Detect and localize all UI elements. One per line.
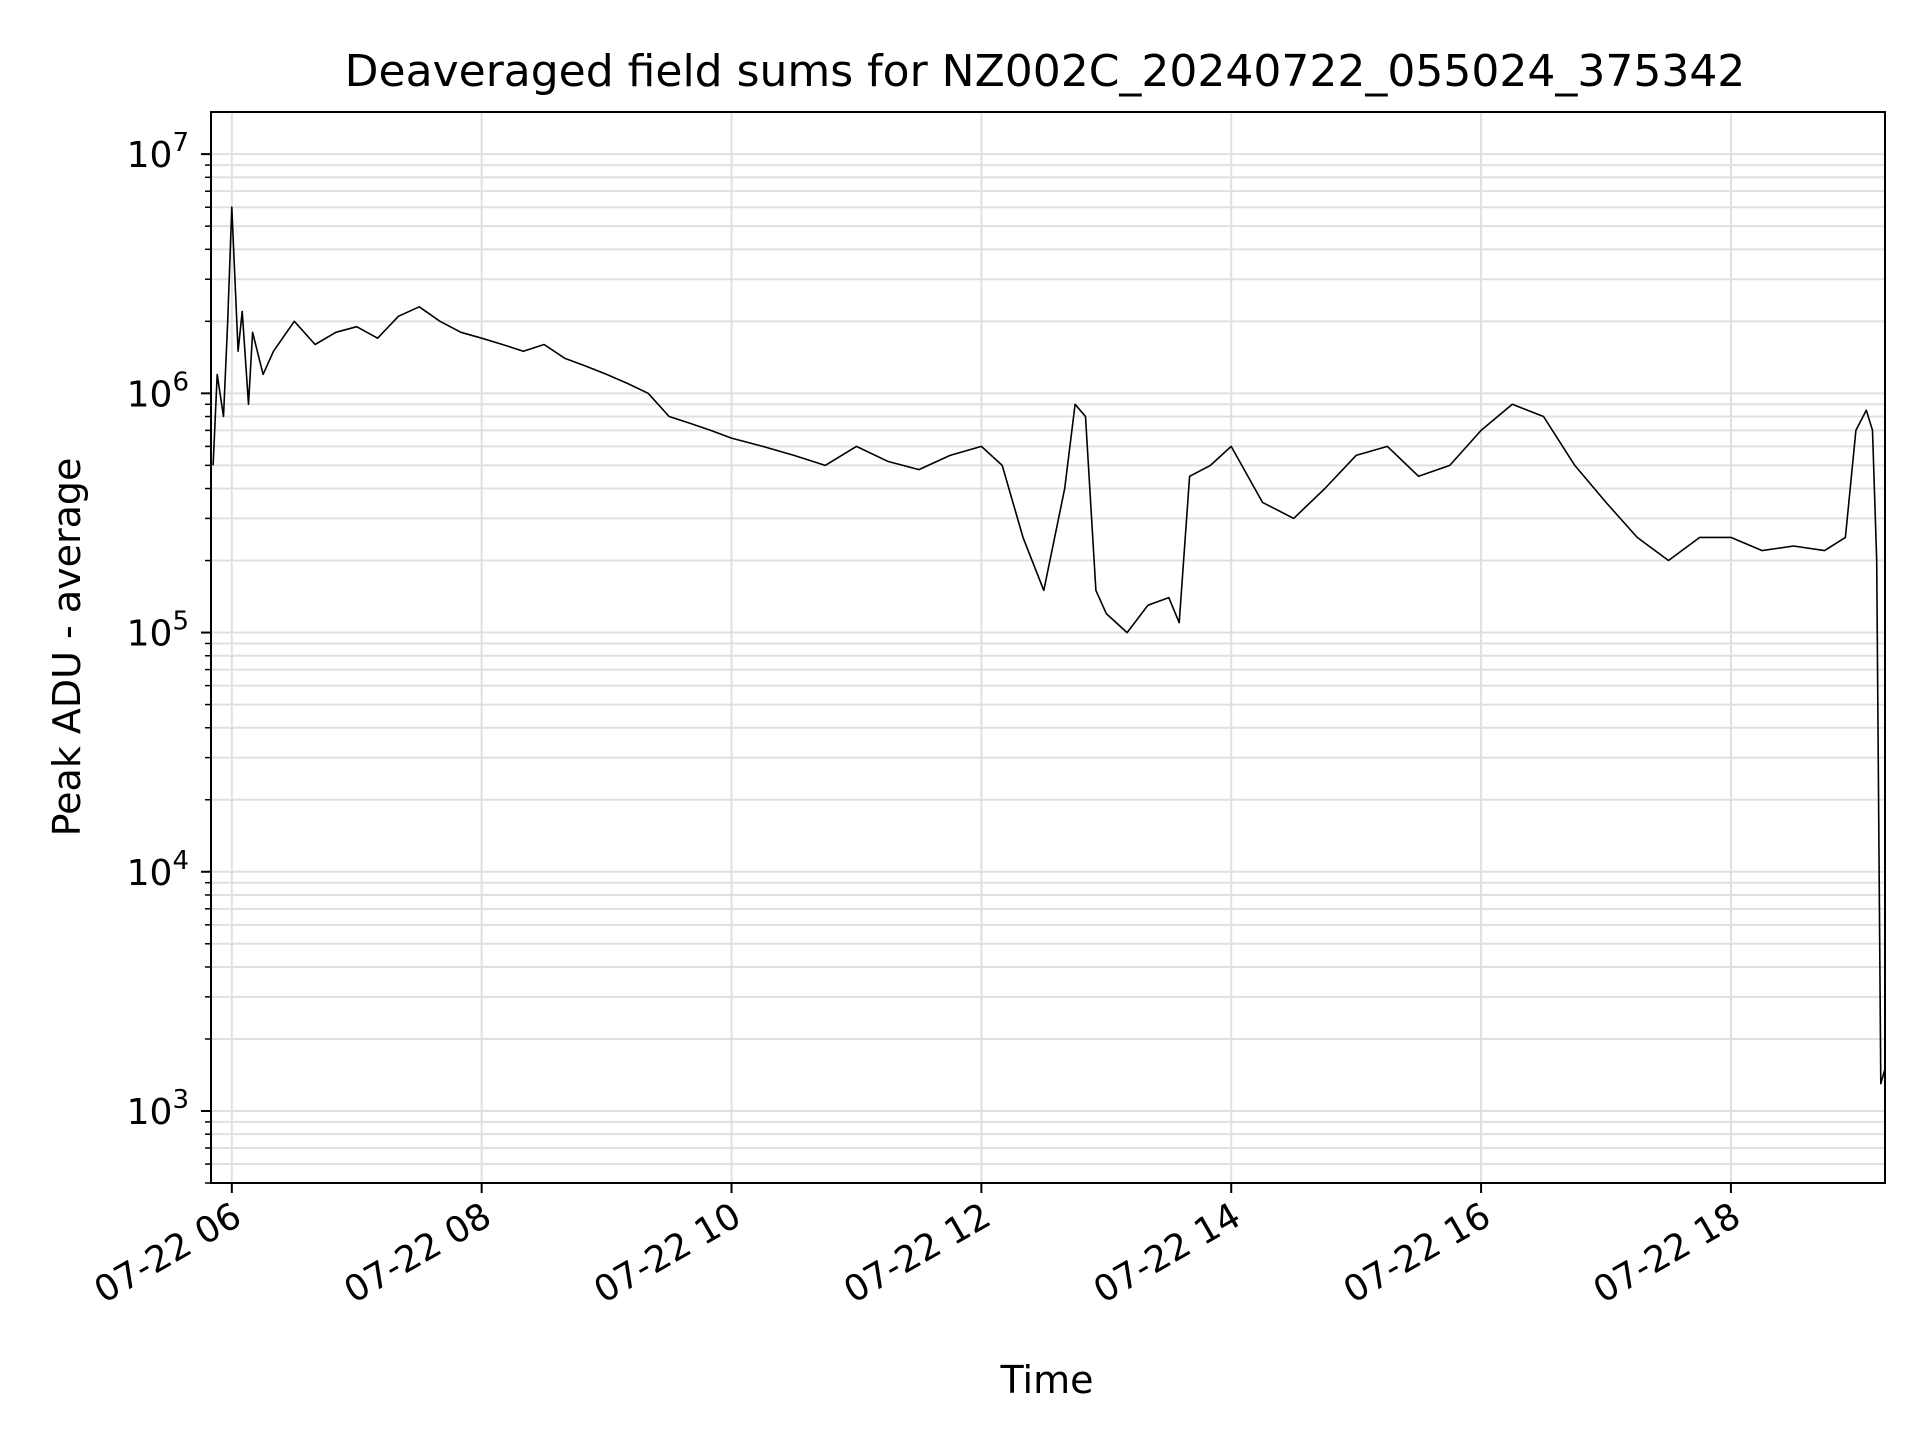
series-line: [212, 206, 1886, 1085]
y-tick-label: 103: [127, 1085, 189, 1133]
y-tick-label: 104: [127, 846, 189, 894]
y-tick-base: 10: [127, 1092, 173, 1133]
y-tick-exponent: 5: [172, 607, 189, 637]
y-tick-base: 10: [127, 374, 173, 415]
x-axis-label: Time: [1000, 1358, 1094, 1402]
y-tick-label: 107: [127, 128, 189, 176]
chart-title: Deaveraged field sums for NZ002C_2024072…: [345, 46, 1746, 97]
grid-lines: [211, 112, 1885, 1184]
y-tick-exponent: 7: [172, 128, 189, 158]
y-tick-label: 105: [127, 607, 189, 655]
y-tick-base: 10: [127, 853, 173, 894]
y-tick-label: 106: [127, 367, 189, 415]
y-axis-label: Peak ADU - average: [45, 458, 89, 837]
y-tick-exponent: 3: [172, 1085, 189, 1115]
plot-frame: [210, 111, 1886, 1184]
series-layer: [212, 206, 1886, 1085]
y-tick-base: 10: [127, 614, 173, 655]
y-tick-exponent: 6: [172, 367, 189, 397]
y-tick-base: 10: [127, 135, 173, 176]
y-tick-exponent: 4: [172, 846, 189, 876]
